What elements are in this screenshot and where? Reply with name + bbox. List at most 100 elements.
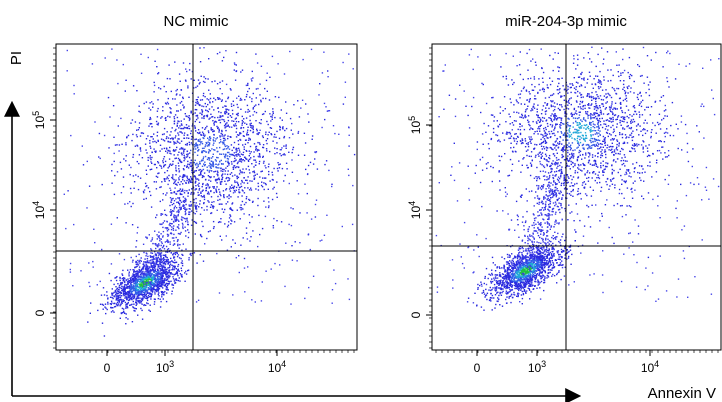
event-dot — [127, 202, 129, 205]
event-dot — [188, 119, 191, 122]
event-dot — [220, 170, 222, 172]
event-dot — [221, 180, 223, 183]
event-dot — [184, 156, 186, 158]
event-dot — [158, 292, 160, 294]
event-dot — [161, 272, 163, 274]
event-dot — [162, 270, 164, 272]
event-dot — [170, 211, 172, 214]
event-dot — [139, 283, 141, 286]
event-dot — [138, 275, 140, 277]
event-dot — [174, 262, 176, 264]
event-dot — [167, 177, 169, 180]
event-dot — [219, 160, 221, 163]
event-dot — [271, 171, 273, 174]
event-dot — [167, 103, 170, 105]
event-dot — [166, 261, 168, 263]
event-dot — [160, 165, 162, 167]
event-dot — [136, 300, 139, 302]
event-dot — [164, 180, 166, 182]
event-dot — [535, 246, 537, 249]
event-dot — [163, 127, 166, 130]
event-dot — [181, 249, 183, 251]
event-dot — [225, 50, 227, 52]
event-dot — [494, 274, 496, 276]
event-dot — [531, 254, 533, 256]
event-dot — [252, 77, 254, 79]
event-dot — [145, 270, 147, 272]
event-dot — [254, 174, 256, 176]
event-dot — [160, 258, 162, 260]
event-dot — [528, 283, 531, 285]
event-dot — [159, 263, 162, 266]
event-dot — [178, 202, 180, 204]
event-dot — [511, 269, 513, 272]
event-dot — [138, 287, 141, 289]
event-dot — [194, 146, 196, 148]
event-dot — [495, 303, 497, 306]
event-dot — [485, 294, 487, 297]
event-dot — [156, 167, 158, 169]
event-dot — [122, 63, 124, 66]
event-dot — [157, 278, 159, 280]
event-dot — [221, 141, 224, 143]
event-dot — [511, 253, 513, 255]
event-dot — [173, 206, 176, 209]
event-dot — [270, 268, 272, 270]
event-dot — [312, 275, 315, 277]
event-dot — [513, 291, 515, 294]
event-dot — [539, 252, 541, 255]
event-dot — [132, 133, 134, 136]
event-dot — [165, 245, 168, 248]
event-dot — [542, 234, 545, 236]
event-dot — [197, 144, 199, 146]
event-dot — [500, 279, 502, 281]
event-dot — [542, 275, 545, 277]
event-dot — [198, 169, 200, 171]
event-dot — [227, 180, 229, 182]
event-dot — [149, 255, 151, 257]
event-dot — [177, 110, 179, 112]
event-dot — [133, 274, 135, 276]
event-dot — [536, 287, 538, 289]
event-dot — [216, 170, 219, 172]
event-dot — [167, 115, 169, 118]
event-dot — [326, 214, 328, 216]
event-dot — [209, 162, 211, 164]
event-dot — [185, 218, 187, 220]
event-dot — [213, 122, 215, 124]
event-dot — [200, 133, 202, 136]
event-dot — [150, 298, 152, 300]
event-dot — [256, 128, 258, 130]
event-dot — [551, 255, 553, 257]
event-dot — [156, 269, 159, 272]
event-dot — [146, 272, 148, 274]
event-dot — [233, 120, 235, 122]
event-dot — [206, 145, 209, 147]
event-dot — [175, 174, 177, 176]
event-dot — [160, 223, 162, 226]
event-dot — [167, 241, 170, 243]
event-dot — [333, 269, 335, 271]
event-dot — [321, 126, 323, 129]
event-dot — [176, 125, 178, 127]
event-dot — [261, 281, 263, 283]
event-dot — [519, 275, 521, 277]
event-dot — [204, 150, 206, 152]
event-dot — [248, 155, 250, 157]
event-dot — [154, 140, 156, 143]
event-dot — [544, 277, 546, 280]
event-dot — [227, 170, 229, 172]
event-dot — [234, 79, 237, 81]
event-dot — [480, 281, 482, 283]
event-dot — [326, 110, 329, 112]
event-dot — [150, 296, 152, 298]
event-dot — [130, 192, 132, 194]
event-dot — [232, 168, 235, 170]
event-dot — [208, 193, 210, 195]
event-dot — [142, 270, 144, 273]
event-dot — [158, 243, 160, 245]
event-dot — [233, 186, 235, 189]
event-dot — [513, 262, 515, 265]
event-dot — [174, 183, 177, 185]
event-dot — [133, 297, 135, 300]
